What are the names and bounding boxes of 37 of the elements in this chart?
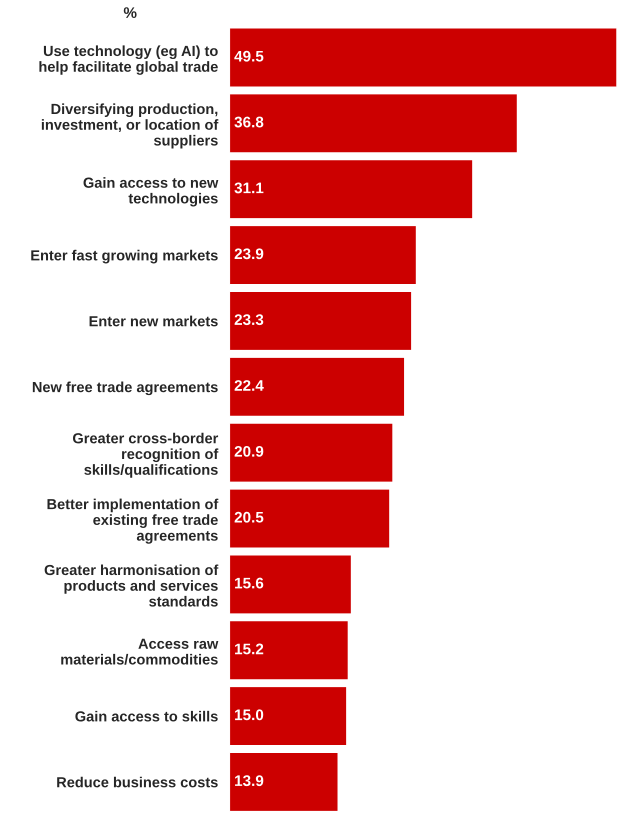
y-tick-label: Gain access to skills bbox=[75, 710, 218, 722]
y-tick-label: Reduce business costs bbox=[57, 776, 218, 788]
bar bbox=[229, 554, 352, 615]
y-tick-label: Diversifying production, investment, or location of suppliers bbox=[42, 103, 218, 148]
y-tick-label: Better implementation of existing free trade agreements bbox=[48, 498, 218, 544]
bar bbox=[229, 290, 412, 352]
data-label: 49.5 bbox=[234, 50, 264, 62]
bar bbox=[229, 752, 339, 812]
bar bbox=[229, 356, 406, 418]
x-axis-title: % bbox=[124, 7, 137, 18]
y-tick-label: Enter new markets bbox=[90, 316, 218, 326]
bar bbox=[229, 488, 391, 549]
data-label: 13.9 bbox=[235, 775, 264, 786]
bar bbox=[229, 620, 350, 681]
data-label: 23.9 bbox=[234, 248, 264, 260]
data-label: 20.5 bbox=[234, 512, 264, 523]
bar bbox=[229, 224, 418, 286]
data-label: 15.6 bbox=[235, 578, 264, 588]
data-label: 22.4 bbox=[234, 380, 264, 391]
bar bbox=[229, 686, 348, 746]
data-label: 36.8 bbox=[234, 116, 264, 128]
data-label: 31.1 bbox=[234, 182, 264, 194]
data-label: 20.9 bbox=[234, 446, 264, 457]
y-tick-label: Use technology (eg AI) to help facilitate global trade bbox=[39, 45, 218, 75]
y-tick-label: Greater cross-border recognition of skills/qualifications bbox=[73, 432, 218, 478]
bar bbox=[229, 93, 518, 154]
data-label: 15.0 bbox=[235, 709, 264, 720]
bar bbox=[229, 27, 617, 88]
y-tick-label: New free trade agreements bbox=[32, 382, 218, 396]
data-label: 15.2 bbox=[235, 644, 264, 654]
y-tick-label: Gain access to new technologies bbox=[84, 177, 218, 207]
bar bbox=[229, 158, 474, 220]
y-tick-label: Greater harmonisation of products and services standards bbox=[44, 564, 218, 607]
y-tick-label: Access raw materials/commodities bbox=[61, 638, 218, 665]
y-tick-label: Enter fast growing markets bbox=[31, 250, 218, 264]
data-label: 23.3 bbox=[234, 314, 264, 326]
bar bbox=[229, 422, 394, 483]
